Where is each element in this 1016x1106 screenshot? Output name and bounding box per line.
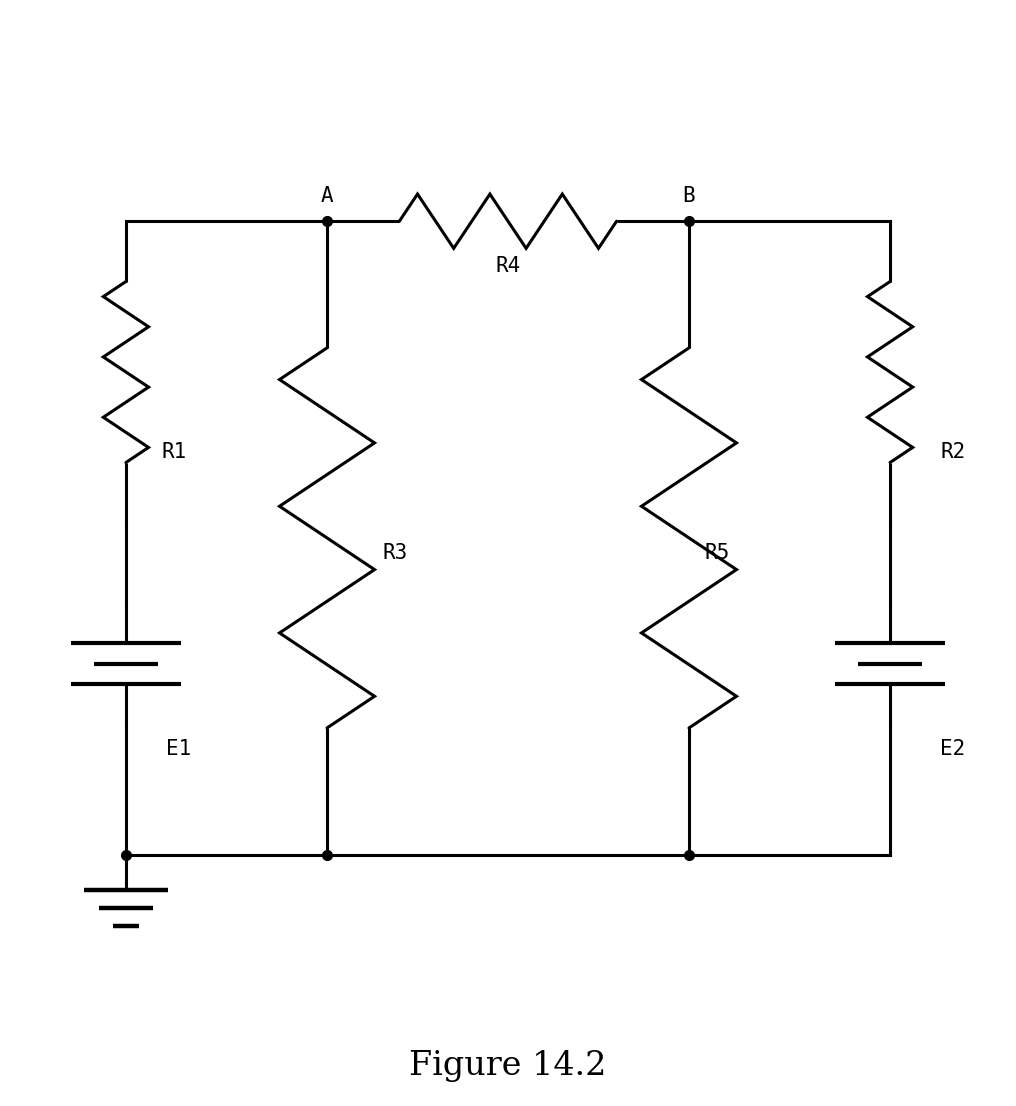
- Text: B: B: [683, 186, 695, 206]
- Text: E2: E2: [941, 739, 965, 759]
- Text: R1: R1: [162, 442, 186, 462]
- Text: E1: E1: [167, 739, 191, 759]
- Text: Figure 14.2: Figure 14.2: [409, 1050, 607, 1082]
- Text: A: A: [321, 186, 333, 206]
- Text: R3: R3: [382, 543, 407, 563]
- Text: R4: R4: [496, 257, 520, 276]
- Text: R5: R5: [704, 543, 729, 563]
- Text: R2: R2: [941, 442, 965, 462]
